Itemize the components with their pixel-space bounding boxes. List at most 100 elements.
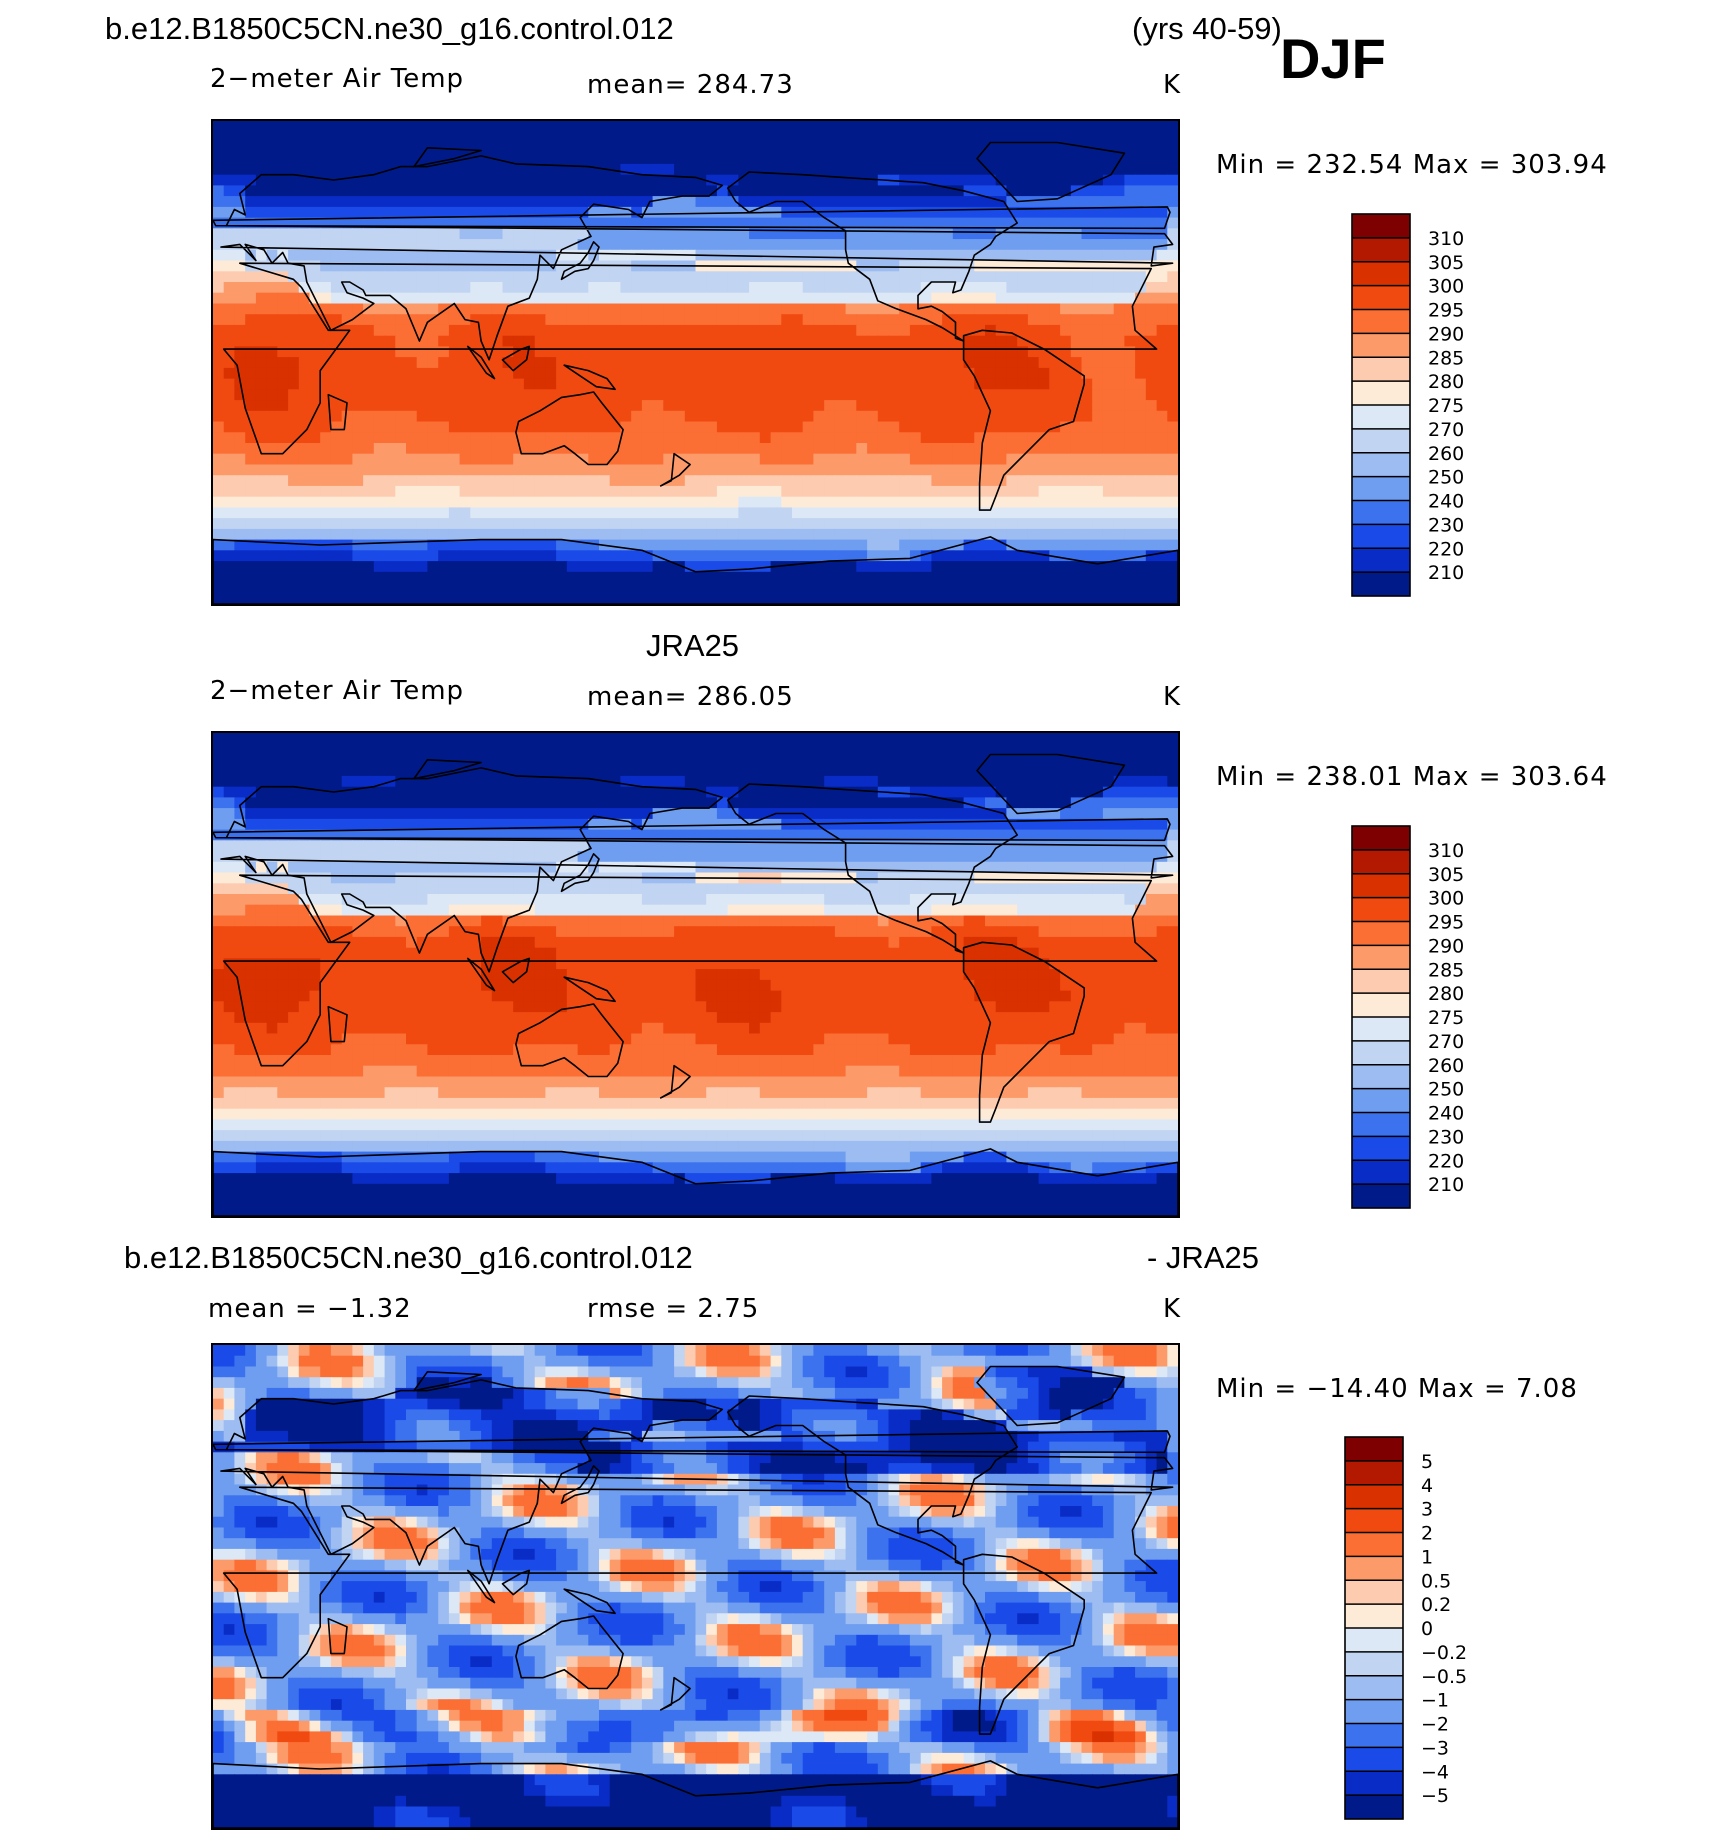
colorbar-swatch: [1352, 524, 1410, 549]
case-title: b.e12.B1850C5CN.ne30_g16.control.012: [105, 11, 674, 46]
colorbar-tick-label: 310: [1428, 840, 1464, 862]
colorbar-swatch: [1352, 237, 1410, 263]
panel2-mean: mean= 286.05: [587, 682, 794, 712]
colorbar-tick-label: 300: [1428, 276, 1464, 298]
colorbar-swatch: [1352, 1160, 1410, 1185]
colorbar-swatch: [1352, 476, 1410, 501]
panel3-minmax: Min = −14.40 Max = 7.08: [1216, 1374, 1578, 1404]
season-label: DJF: [1280, 27, 1386, 90]
coastline: [563, 1588, 616, 1615]
colorbar-tick-label: 5: [1421, 1451, 1433, 1473]
colorbar-tick-label: 240: [1428, 1103, 1464, 1125]
colorbar-swatch: [1352, 826, 1410, 851]
colorbar-tick-label: −0.2: [1421, 1642, 1467, 1664]
panel3-title-right: - JRA25: [1147, 1240, 1259, 1275]
colorbar-swatch: [1345, 1795, 1403, 1820]
panel3-units: K: [1163, 1294, 1182, 1324]
coastline: [962, 329, 1086, 511]
coastline: [515, 1615, 624, 1690]
coastline: [501, 345, 531, 372]
coastline: [563, 364, 616, 391]
colorbar-swatch: [1352, 1064, 1410, 1089]
coastline: [220, 155, 1174, 361]
field-grid: [213, 121, 1178, 604]
colorbar-tick-label: 0.5: [1421, 1570, 1451, 1592]
colorbar-swatch: [1352, 945, 1410, 970]
panel2-colorbar: 310 305 300 295 290 285 280 275 270 260 250 240 230 2…: [1351, 825, 1552, 1209]
coastline: [515, 391, 624, 466]
years-range: (yrs 40-59): [1132, 11, 1282, 46]
colorbar-tick-label: 260: [1428, 443, 1464, 465]
colorbar-swatch: [1345, 1437, 1403, 1462]
colorbar-swatch: [1352, 921, 1410, 946]
colorbar-swatch: [1352, 1184, 1410, 1209]
colorbar-swatch: [1345, 1771, 1403, 1796]
colorbar-tick-label: −0.5: [1421, 1666, 1467, 1688]
colorbar-swatch: [1352, 897, 1410, 922]
colorbar-tick-label: 260: [1428, 1055, 1464, 1077]
colorbar-swatch: [1345, 1460, 1403, 1486]
coastline: [563, 976, 616, 1003]
colorbar-swatch: [1345, 1556, 1403, 1581]
coastline: [659, 452, 691, 487]
colorbar-swatch: [1352, 357, 1410, 382]
coastline: [220, 1379, 1174, 1585]
coastline: [501, 1569, 531, 1596]
panel1-variable: 2−meter Air Temp: [210, 64, 465, 94]
colorbar-tick-label: 230: [1428, 514, 1464, 536]
colorbar-tick-label: 3: [1421, 1499, 1433, 1521]
colorbar-tick-label: 275: [1428, 395, 1464, 417]
coastline: [413, 758, 482, 780]
coastline: [726, 171, 1019, 342]
colorbar-tick-label: 220: [1428, 538, 1464, 560]
colorbar-swatch: [1345, 1628, 1403, 1653]
coastline: [222, 1486, 1158, 1679]
coastline: [659, 1676, 691, 1711]
colorbar-tick-label: 300: [1428, 888, 1464, 910]
panel2-title: JRA25: [646, 628, 740, 663]
colorbar-tick-label: 285: [1428, 959, 1464, 981]
colorbar-swatch: [1352, 1040, 1410, 1066]
coastline: [327, 1005, 348, 1043]
colorbar-swatch: [1352, 993, 1410, 1018]
colorbar-swatch: [1352, 333, 1410, 358]
coastline: [466, 1569, 496, 1604]
panel3-title-left: b.e12.B1850C5CN.ne30_g16.control.012: [124, 1240, 693, 1275]
coastline: [976, 753, 1126, 815]
colorbar-swatch: [1352, 428, 1410, 454]
colorbar-swatch: [1345, 1699, 1403, 1724]
colorbar-swatch: [1345, 1508, 1403, 1533]
panel3-rmse: rmse = 2.75: [587, 1294, 760, 1324]
panel2-units: K: [1163, 682, 1182, 712]
colorbar-tick-label: 210: [1428, 1174, 1464, 1196]
coastline: [213, 1430, 1171, 1454]
coastline: [413, 146, 482, 168]
colorbar-swatch: [1345, 1747, 1403, 1772]
colorbar-swatch: [1352, 500, 1410, 525]
field-grid: [213, 733, 1178, 1216]
panel1-units: K: [1163, 70, 1182, 100]
coastline: [501, 957, 531, 984]
panel1-colorbar: 310 305 300 295 290 285 280 275 270 260 250 240 230 2…: [1351, 213, 1552, 597]
colorbar-tick-label: 0: [1421, 1618, 1433, 1640]
colorbar-tick-label: 0.2: [1421, 1594, 1451, 1616]
coastline: [413, 1370, 482, 1392]
colorbar-tick-label: −4: [1421, 1761, 1449, 1783]
colorbar-tick-label: 250: [1428, 467, 1464, 489]
colorbar-tick-label: 290: [1428, 935, 1464, 957]
colorbar-swatch: [1352, 873, 1410, 898]
colorbar-tick-label: 295: [1428, 912, 1464, 934]
colorbar-swatch: [1352, 1088, 1410, 1113]
coastline: [213, 818, 1171, 842]
colorbar-tick-label: 230: [1428, 1126, 1464, 1148]
colorbar-tick-label: −2: [1421, 1714, 1449, 1736]
colorbar-swatch: [1352, 452, 1410, 477]
colorbar-swatch: [1352, 214, 1410, 239]
coastline: [466, 957, 496, 992]
coastline: [976, 141, 1126, 203]
coastline: [659, 1064, 691, 1099]
panel1-mean: mean= 284.73: [587, 70, 794, 100]
colorbar-tick-label: 220: [1428, 1150, 1464, 1172]
coastline: [327, 393, 348, 431]
colorbar-tick-label: 270: [1428, 419, 1464, 441]
